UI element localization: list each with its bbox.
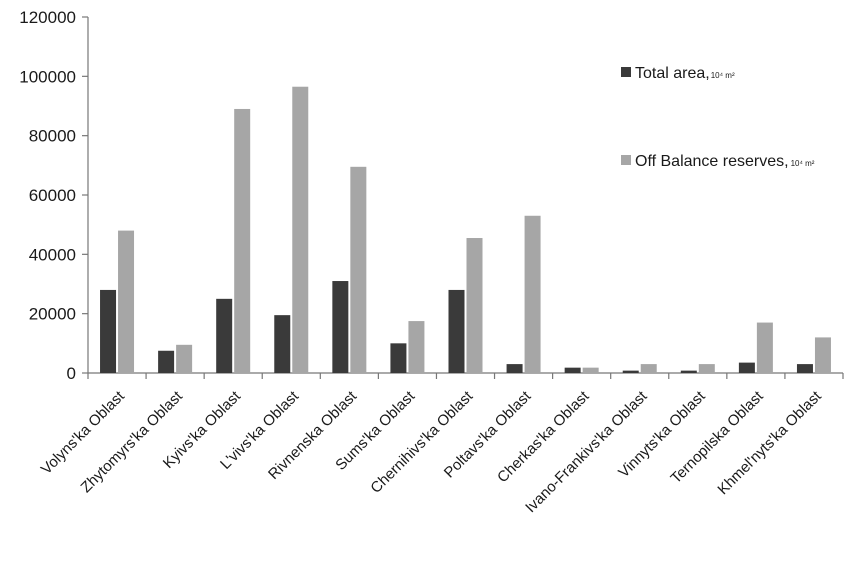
bar-series-1-cat-4 [350,166,367,373]
y-tick-label-3: 60000 [29,186,76,205]
svg-text:Off Balance reserves,10⁴ m²: Off Balance reserves, 10⁴ m² [635,153,815,170]
bar-series-0-cat-4 [332,281,349,373]
svg-text:Total area,10⁴ m²: Total area,10⁴ m² [635,65,735,82]
bar-series-1-cat-9 [640,364,657,373]
bar-series-1-cat-2 [234,108,251,373]
bar-series-0-cat-9 [622,370,639,373]
bars [100,86,831,373]
x-category-label-1: Zhytomyrs'ka Oblast [78,387,187,496]
legend-label-off-balance: Off Balance reserves, [635,153,789,170]
bar-series-0-cat-7 [506,364,523,373]
y-tick-label-0: 0 [67,364,76,383]
legend-item-total-area: Total area,10⁴ m² [621,65,735,82]
legend-item-off-balance: Off Balance reserves, 10⁴ m² [621,153,815,170]
bar-series-1-cat-1 [176,344,193,373]
bar-series-1-cat-12 [814,337,831,373]
bar-series-0-cat-8 [564,367,581,373]
y-tick-label-4: 80000 [29,127,76,146]
x-category-label-6: Chernihivs'ka Oblast [367,387,477,497]
bar-series-0-cat-2 [216,298,233,373]
legend: Total area,10⁴ m² Off Balance reserves, 1… [621,65,815,170]
bar-series-1-cat-0 [118,230,135,373]
bar-series-1-cat-7 [524,215,541,373]
bar-series-0-cat-1 [158,350,175,373]
bar-series-0-cat-10 [680,370,697,373]
legend-swatch-total-area [621,67,631,77]
bar-series-1-cat-5 [408,321,425,373]
bar-series-0-cat-11 [738,362,755,373]
bar-series-1-cat-3 [292,86,309,373]
bar-series-1-cat-6 [466,238,483,373]
bar-series-1-cat-10 [698,364,715,373]
legend-swatch-off-balance [621,155,631,165]
y-axis-ticks: 0 20000 40000 60000 80000 100000 120000 [19,8,88,383]
bar-series-0-cat-3 [274,315,291,373]
bar-series-0-cat-0 [100,289,117,373]
bar-series-0-cat-5 [390,343,407,373]
bar-series-1-cat-8 [582,367,599,373]
y-tick-label-2: 40000 [29,245,76,264]
bar-series-0-cat-6 [448,289,465,373]
bar-series-0-cat-12 [796,364,813,373]
x-category-label-12: Khmel'nyts'ka Oblast [714,387,825,498]
y-tick-label-1: 20000 [29,305,76,324]
bar-series-1-cat-11 [756,322,773,373]
legend-label-total-area: Total area, [635,65,710,82]
legend-unit-off-balance: 10⁴ m² [791,159,815,168]
y-tick-label-6: 120000 [19,8,76,27]
y-tick-label-5: 100000 [19,67,76,86]
legend-unit-total-area: 10⁴ m² [711,71,735,80]
